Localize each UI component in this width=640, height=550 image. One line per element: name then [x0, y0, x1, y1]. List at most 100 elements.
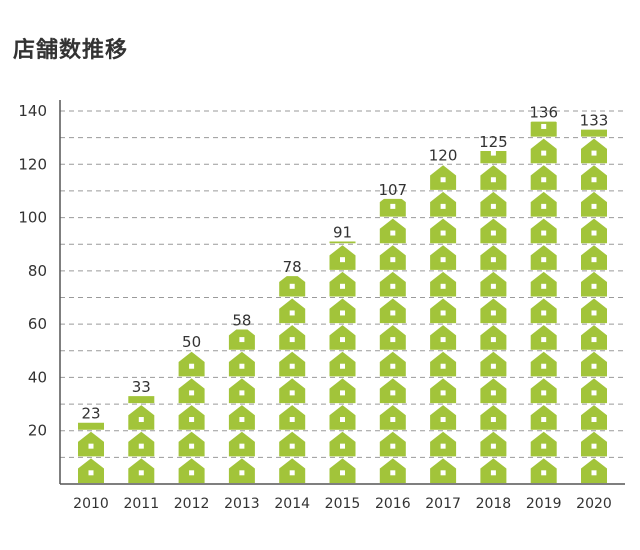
bar-2010 — [78, 422, 104, 483]
house-window — [541, 390, 547, 396]
house-window — [490, 150, 496, 156]
house-window — [490, 230, 496, 236]
house-window — [440, 230, 446, 236]
bar-2017 — [430, 165, 457, 483]
house-window — [440, 470, 446, 476]
data-label-2011: 33 — [132, 378, 151, 396]
y-tick-label: 120 — [18, 155, 47, 173]
house-window — [289, 283, 295, 289]
house-window — [138, 470, 144, 476]
house-window — [541, 310, 547, 316]
bar-2018 — [480, 150, 507, 483]
house-window — [591, 443, 597, 449]
house-window — [239, 443, 245, 449]
house-window — [340, 257, 345, 263]
house-window — [490, 257, 496, 263]
house-window — [239, 470, 245, 476]
house-window — [340, 363, 345, 369]
x-tick-label: 2013 — [224, 496, 260, 512]
house-window — [440, 257, 446, 263]
house-window — [541, 283, 547, 289]
house-window — [541, 257, 547, 263]
house-window — [591, 257, 597, 263]
bar-2011 — [128, 396, 155, 483]
data-label-2016: 107 — [378, 181, 407, 199]
house-window — [541, 230, 547, 236]
house-window — [591, 417, 597, 423]
data-label-2014: 78 — [283, 258, 302, 276]
house-window — [289, 470, 295, 476]
house-window — [541, 123, 547, 129]
house-window — [390, 363, 396, 369]
house-window — [541, 150, 547, 156]
house-window — [440, 443, 446, 449]
house-window — [591, 470, 597, 476]
x-tick-label: 2017 — [425, 496, 461, 512]
house-window — [541, 443, 547, 449]
house-window — [440, 310, 446, 316]
house-icon — [78, 422, 104, 430]
house-window — [490, 283, 496, 289]
y-tick-label: 140 — [18, 102, 47, 120]
gridlines — [60, 110, 625, 458]
x-tick-label: 2010 — [73, 496, 109, 512]
house-window — [340, 310, 345, 316]
house-window — [541, 337, 547, 343]
y-tick-label: 20 — [28, 422, 47, 440]
chart-title: 店舗数推移 — [13, 38, 129, 63]
house-icon — [530, 121, 557, 137]
house-window — [239, 390, 245, 396]
data-labels: 23 33 50 58 78 91 107 120 125 136 133 — [81, 104, 608, 423]
x-tick-label: 2011 — [123, 496, 159, 512]
house-window — [189, 470, 195, 476]
bar-2020 — [581, 129, 607, 483]
house-window — [591, 177, 597, 183]
house-window — [591, 337, 597, 343]
data-label-2015: 91 — [333, 224, 352, 242]
house-window — [88, 443, 94, 449]
axes — [59, 100, 625, 485]
house-window — [591, 230, 597, 236]
y-tick-label: 60 — [28, 315, 47, 333]
house-window — [591, 150, 597, 156]
house-window — [239, 363, 245, 369]
x-tick-label: 2016 — [375, 496, 411, 512]
house-icon — [581, 129, 607, 137]
house-window — [390, 337, 396, 343]
house-window — [440, 177, 446, 183]
house-window — [440, 390, 446, 396]
house-window — [591, 283, 597, 289]
house-window — [490, 177, 496, 183]
house-window — [88, 470, 94, 476]
x-tick-label: 2015 — [325, 496, 361, 512]
house-window — [541, 177, 547, 183]
house-window — [390, 203, 396, 209]
house-icon — [128, 396, 155, 404]
house-window — [390, 443, 396, 449]
house-window — [189, 390, 195, 396]
x-tick-label: 2014 — [274, 496, 310, 512]
house-window — [591, 203, 597, 209]
house-window — [490, 363, 496, 369]
house-icon — [480, 150, 507, 164]
x-tick-label: 2012 — [174, 496, 210, 512]
data-label-2017: 120 — [429, 146, 458, 164]
house-icon — [329, 241, 356, 244]
bars — [78, 121, 607, 483]
house-window — [390, 310, 396, 316]
x-tick-label: 2020 — [576, 496, 612, 512]
house-window — [289, 443, 295, 449]
house-window — [289, 363, 295, 369]
bar-2019 — [530, 121, 557, 483]
x-tick-label: 2019 — [526, 496, 562, 512]
house-window — [189, 363, 195, 369]
house-window — [289, 337, 295, 343]
house-window — [189, 417, 195, 423]
house-window — [390, 283, 396, 289]
house-window — [591, 363, 597, 369]
house-window — [340, 283, 345, 289]
house-window — [340, 470, 345, 476]
house-window — [289, 417, 295, 423]
house-window — [390, 257, 396, 263]
